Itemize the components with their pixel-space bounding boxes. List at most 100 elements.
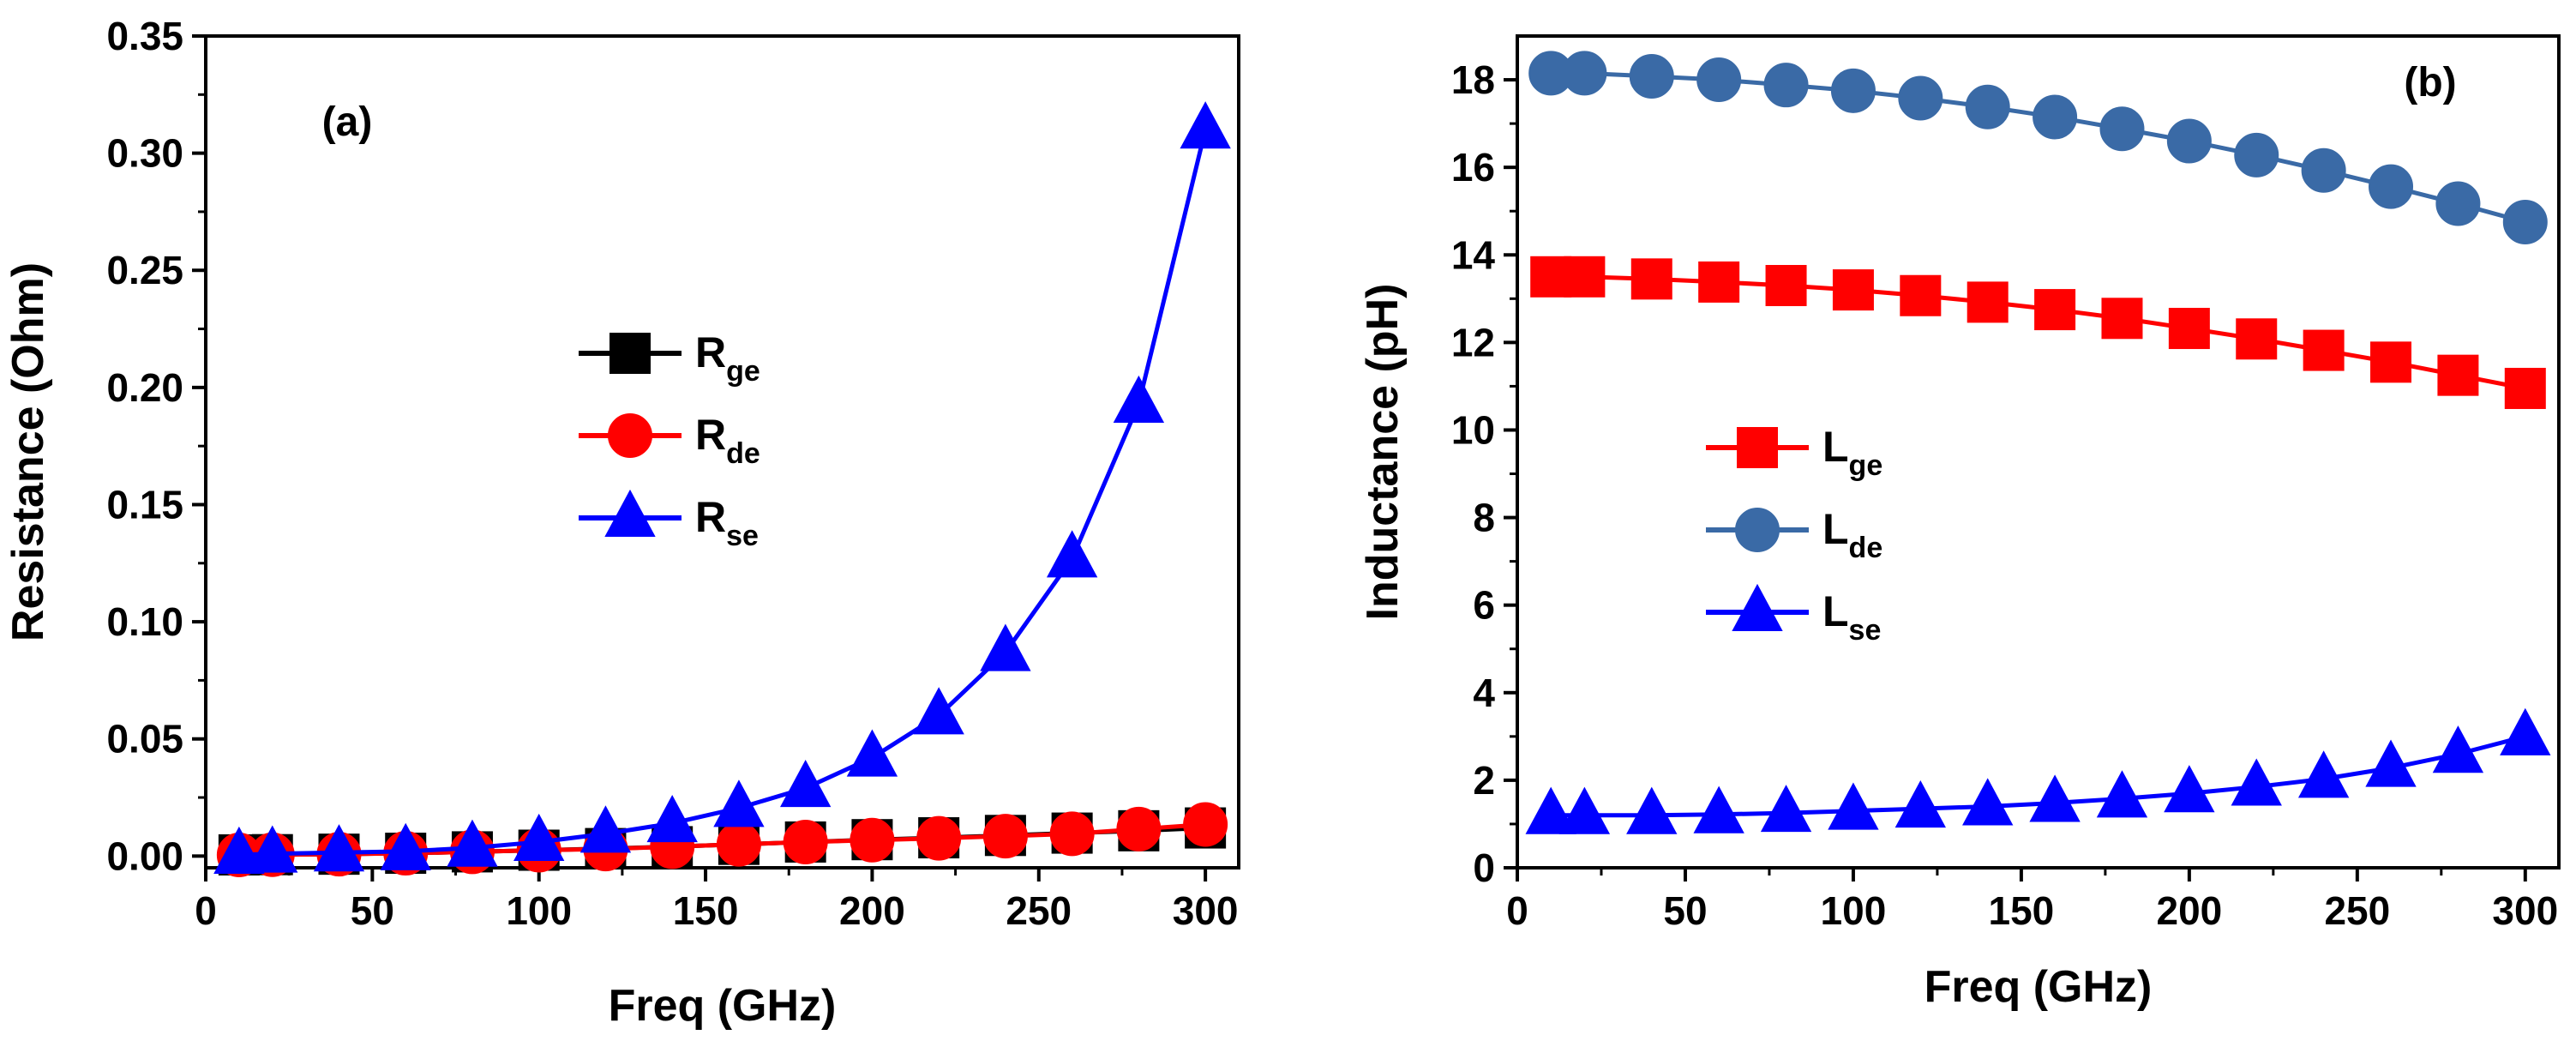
series-line [1551,734,2526,818]
data-point [1765,265,1807,306]
data-point [2435,181,2481,226]
y-tick-label: 0.00 [106,833,183,878]
y-tick-label: 0.30 [106,131,183,176]
y-tick-label: 10 [1451,407,1495,452]
series-line [1551,70,2526,225]
panel-b: 0 50 100 150 200 250 300 0 2 4 6 8 10 12 14 16 18 Freq (G… [1358,34,2561,1012]
series-Lse [1525,707,2551,834]
x-tick-label: 100 [506,888,572,933]
legend-marker [609,333,651,374]
data-point [2101,298,2143,340]
legend-label-sub: de [1849,532,1883,564]
legend-label-sub: ge [726,355,760,388]
data-point [313,824,365,872]
x-tick-label: 50 [1663,888,1707,933]
y-axis-title: Inductance (pH) [1358,284,1408,621]
y-tick-label: 16 [1451,145,1495,190]
legend-label-main: L [1822,505,1849,553]
x-tick-label: 0 [195,888,217,933]
y-tick-label: 18 [1451,57,1495,102]
data-point [1828,782,1879,830]
data-point [982,814,1028,859]
legend-marker [1735,508,1780,552]
data-point [2033,94,2078,140]
data-point [2034,289,2076,331]
data-point [2502,199,2548,244]
legend-marker [1737,427,1778,468]
series-Lde [1528,51,2548,244]
panel-a: 0 50 100 150 200 250 300 0.00 0.05 0.10 0.15 0.20 0.… [3,14,1240,1031]
data-point [2370,341,2412,383]
x-tick-label: 250 [2324,888,2390,933]
data-point [1698,261,1740,303]
x-tick-label: 200 [2156,888,2222,933]
legend-label-main: R [695,493,726,541]
y-tick-label: 4 [1473,671,1495,715]
legend-label: Rge [695,328,760,388]
y-tick-label: 0.25 [106,248,183,292]
data-point [1629,53,1674,99]
data-point [2365,739,2417,787]
x-axis-title: Freq (GHz) [609,981,837,1031]
legend-label-sub: ge [1849,449,1883,482]
y-tick-label: 0.35 [106,14,183,58]
data-point [1967,281,2009,323]
data-point [780,759,832,808]
legend-label-sub: se [1849,614,1882,647]
series-Lge [1530,256,2546,409]
legend-label-main: R [695,411,726,459]
data-point [2432,725,2484,773]
data-point [2297,750,2350,798]
y-tick-label: 0 [1473,845,1495,890]
legend-label-sub: se [726,520,759,552]
data-point [1180,101,1231,149]
data-point [1049,811,1095,857]
data-point [2168,308,2210,350]
y-tick-label: 8 [1473,496,1495,540]
data-point [716,821,761,867]
series-Rse [213,101,1231,874]
data-point [1962,778,2014,826]
x-tick-label: 100 [1821,888,1887,933]
data-point [1630,258,1672,300]
data-point [1900,274,1942,316]
data-point [2437,354,2479,396]
data-point [2164,765,2215,813]
x-tick-label: 0 [1506,888,1528,933]
legend-label: Rse [695,493,759,552]
y-tick-label: 6 [1473,583,1495,628]
data-point [1558,786,1611,834]
x-axis-title: Freq (GHz) [1924,962,2153,1012]
data-point [846,729,898,777]
data-point [2369,164,2414,209]
x-tick-label: 300 [2492,888,2558,933]
data-point [2096,770,2148,818]
plot-frame [204,34,1240,870]
y-tick-label: 0.15 [106,482,183,527]
legend-label-main: R [695,328,726,376]
legend-label: Lde [1822,505,1882,564]
data-point [980,623,1031,671]
legend-label-sub: de [726,437,760,470]
data-point [1832,269,1874,311]
data-point [2029,774,2081,822]
y-tick-label: 0.05 [106,717,183,761]
y-tick-label: 2 [1473,758,1495,803]
data-point [2231,758,2282,806]
data-point [1894,779,1946,828]
data-point [2301,147,2346,193]
data-point [1898,75,1943,121]
data-point [213,826,265,874]
data-point [2166,118,2212,164]
data-point [2234,132,2279,178]
x-tick-label: 150 [1989,888,2055,933]
data-point [1046,530,1098,578]
data-point [1830,68,1876,113]
series-line [1551,274,2526,391]
data-point [1183,802,1228,847]
data-point [2236,318,2278,360]
x-tick-label: 300 [1173,888,1239,933]
data-point [1696,57,1742,103]
